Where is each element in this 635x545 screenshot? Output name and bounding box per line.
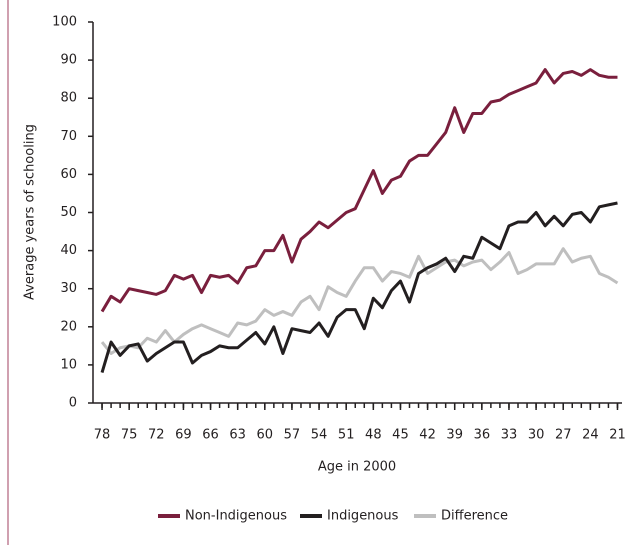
x-tick-label: 54 xyxy=(311,428,328,443)
series-line xyxy=(100,247,619,355)
x-tick-label: 60 xyxy=(257,428,274,443)
y-tick-label: 60 xyxy=(60,167,77,182)
x-tick-label: 48 xyxy=(365,428,382,443)
x-tick-label: 27 xyxy=(555,428,572,443)
x-tick-label: 69 xyxy=(175,428,192,443)
x-tick-label: 75 xyxy=(121,428,138,443)
x-axis-title: Age in 2000 xyxy=(318,460,396,475)
y-axis-title: Average years of schooling xyxy=(23,124,38,300)
x-tick-label: 51 xyxy=(338,428,355,443)
series-line xyxy=(100,68,618,313)
y-tick-label: 10 xyxy=(60,357,77,372)
legend-label: Difference xyxy=(441,509,508,524)
y-tick-label: 0 xyxy=(69,396,77,411)
y-tick-label: 70 xyxy=(60,129,77,144)
x-tick-label: 39 xyxy=(446,428,463,443)
x-tick-label: 66 xyxy=(202,428,219,443)
x-tick-label: 42 xyxy=(419,428,436,443)
y-tick-label: 100 xyxy=(52,15,77,30)
y-tick-label: 80 xyxy=(60,91,77,106)
x-tick-label: 72 xyxy=(148,428,165,443)
y-tick-label: 50 xyxy=(60,205,77,220)
series-line xyxy=(100,201,618,373)
x-tick-label: 21 xyxy=(609,428,626,443)
x-tick-label: 57 xyxy=(284,428,301,443)
x-tick-label: 63 xyxy=(229,428,246,443)
y-tick-label: 90 xyxy=(60,53,77,68)
x-tick-label: 78 xyxy=(94,428,111,443)
y-tick-label: 30 xyxy=(60,281,77,296)
x-tick-label: 33 xyxy=(501,428,518,443)
x-tick-label: 36 xyxy=(474,428,491,443)
x-tick-label: 24 xyxy=(582,428,599,443)
x-tick-label: 45 xyxy=(392,428,409,443)
legend-label: Non-Indigenous xyxy=(185,509,287,524)
legend-label: Indigenous xyxy=(327,509,399,524)
y-tick-label: 40 xyxy=(60,243,77,258)
x-tick-label: 30 xyxy=(528,428,545,443)
y-tick-label: 20 xyxy=(60,319,77,334)
